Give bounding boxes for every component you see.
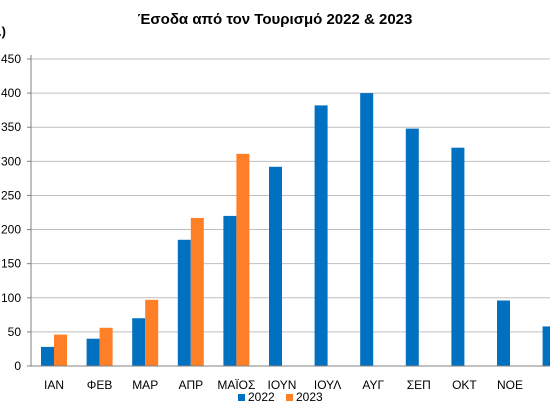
x-tick-label: ΜΑΪΟΣ (217, 378, 255, 392)
bar-2022-ΦΕΒ (86, 338, 100, 366)
legend-label-2022: 2022 (248, 390, 275, 404)
bar-2022-ΙΑΝ (41, 346, 54, 366)
y-tick-label: 450 (1, 52, 21, 66)
y-tick-labels: 0 50 100 150 200 250 300 350 400 450 (1, 52, 21, 373)
bars (41, 93, 550, 366)
chart-title: Έσοδα από τον Τουρισμό 2022 & 2023 (138, 11, 413, 28)
bar-2022-ΑΥΓ (360, 93, 374, 366)
y-tick-label: 200 (1, 223, 21, 237)
x-tick-label: ΑΥΓ (362, 378, 384, 392)
bar-2022-ΙΟΥΝ (269, 166, 282, 366)
y-tick-label: 0 (14, 359, 21, 373)
bar-2022-ΝΟΕ (497, 300, 510, 366)
x-tick-label: ΙΟΥΛ (314, 378, 341, 392)
axes (27, 55, 550, 367)
y-tick-label: 50 (8, 325, 22, 339)
y-tick-label: 350 (1, 120, 21, 134)
bar-2022-ΑΠΡ (177, 239, 191, 366)
gridlines (31, 58, 550, 333)
y-tick-label: 100 (1, 291, 21, 305)
bar-2023-ΑΠΡ (190, 217, 204, 366)
bar-2023-ΙΑΝ (54, 334, 67, 366)
bar-2022-ΙΟΥΛ (314, 105, 328, 366)
bar-2022-ΟΚΤ (451, 147, 465, 366)
bar-2022-ΣΕΠ (405, 128, 419, 366)
bar-2023-ΜΑΪΟΣ (236, 153, 250, 366)
y-tick-label: 400 (1, 86, 21, 100)
bar-2022-ΜΑΡ (132, 318, 146, 366)
y-tick-label: 250 (1, 188, 21, 202)
x-tick-label: ΟΚΤ (452, 378, 477, 392)
bar-2023-ΦΕΒ (99, 327, 113, 366)
legend-swatch-2023 (286, 394, 293, 401)
bar-2022-ΜΑΪΟΣ (223, 215, 237, 366)
x-tick-label: ΙΟΥΝ (268, 378, 297, 392)
x-tick-label: ΝΟΕ (497, 378, 523, 392)
x-tick-label: ΑΠΡ (178, 378, 203, 392)
x-tick-labels: ΙΑΝΦΕΒΜΑΡΑΠΡΜΑΪΟΣΙΟΥΝΙΟΥΛΑΥΓΣΕΠΟΚΤΝΟΕΔ (44, 378, 523, 392)
x-tick-label: ΦΕΒ (87, 378, 113, 392)
bar-2023-ΜΑΡ (145, 299, 159, 366)
bar-2022-Δ (542, 326, 550, 366)
x-tick-label: ΙΑΝ (44, 378, 64, 392)
y-axis-label: .) (0, 24, 6, 39)
x-tick-label: ΣΕΠ (407, 378, 431, 392)
legend: 2022 2023 (238, 390, 323, 404)
legend-label-2023: 2023 (296, 390, 323, 404)
x-tick-label: ΜΑΡ (132, 378, 158, 392)
legend-swatch-2022 (238, 394, 245, 401)
y-tick-label: 150 (1, 257, 21, 271)
y-tick-label: 300 (1, 154, 21, 168)
